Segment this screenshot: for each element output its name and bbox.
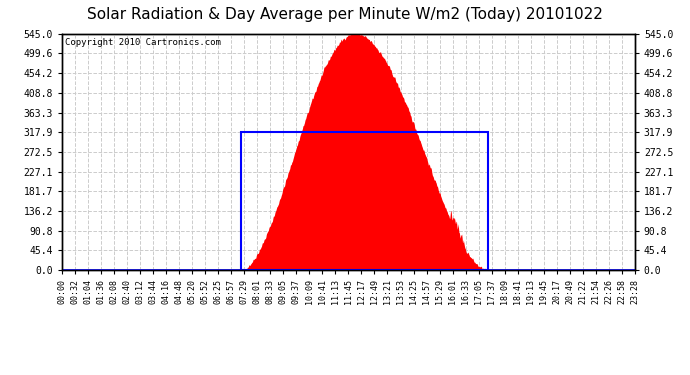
Text: Copyright 2010 Cartronics.com: Copyright 2010 Cartronics.com	[65, 39, 221, 48]
Text: Solar Radiation & Day Average per Minute W/m2 (Today) 20101022: Solar Radiation & Day Average per Minute…	[87, 8, 603, 22]
Bar	[241, 132, 488, 270]
